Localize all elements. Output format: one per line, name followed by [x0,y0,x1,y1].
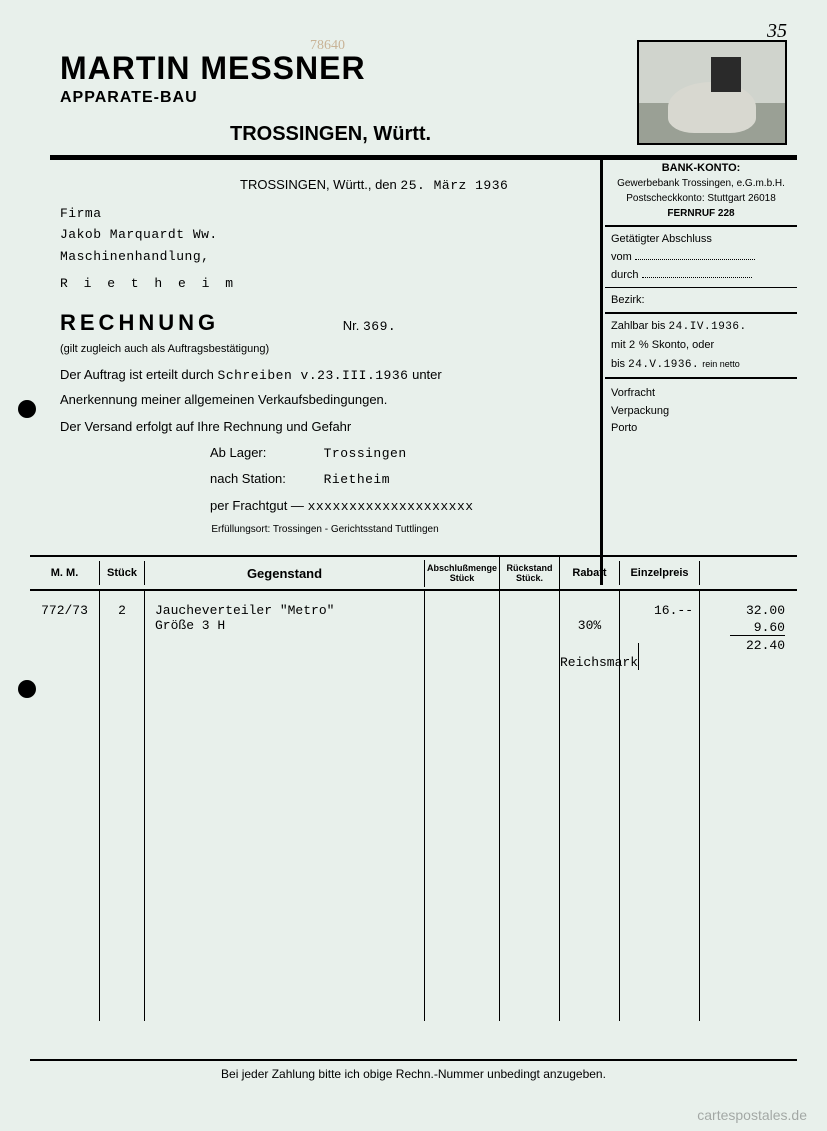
lager-label: Ab Lager: [210,443,320,463]
cell-qty: 2 [100,591,145,1021]
item-desc1: Jaucheverteiler "Metro" [155,603,424,618]
bottom-divider [30,1059,797,1061]
line-total: 32.00 [700,603,785,618]
per-struck: xxxxxxxxxxxxxxxxxxxx [308,499,474,514]
punch-hole-icon [18,680,36,698]
vertical-divider [600,155,603,585]
document-title: RECHNUNG [60,306,219,339]
cell-totals: 32.00 9.60 22.40 [700,591,797,1021]
currency-label: Reichsmark [560,643,639,670]
verpackung-label: Verpackung [611,403,797,421]
nr-label: Nr. [343,318,360,333]
abschluss-bezirk: Bezirk: [611,294,645,306]
porto-label: Porto [611,420,797,438]
letterhead: MARTIN MESSNER APPARATE-BAU TROSSINGEN, … [0,0,827,146]
order-suffix: unter [412,367,442,382]
abschluss-header: Getätigter Abschluss [611,233,797,245]
col-gegenstand: Gegenstand [145,560,425,587]
order-value: Schreiben v.23.III.1936 [218,368,409,383]
recipient-city: R i e t h e i m [60,274,590,294]
col-abschluss: Abschlußmenge Stück [425,557,500,589]
court-line: Erfüllungsort: Trossingen - Gerichtsstan… [60,522,590,537]
vorfracht-label: Vorfracht [611,385,797,403]
bank-line2: Postscheckkonto: Stuttgart 26018 [605,193,797,204]
col-mm: M. M. [30,561,100,585]
recipient-type: Maschinenhandlung, [60,247,590,267]
punch-hole-icon [18,400,36,418]
per-label: per Frachtgut — [210,498,304,513]
item-desc2: Größe 3 H [155,618,424,633]
letterhead-photo [637,40,787,145]
date-location: TROSSINGEN, Württ., den [240,177,397,192]
nr-value: 369. [363,319,396,334]
watermark: cartespostales.de [697,1107,807,1123]
unit-price: 16.-- [620,603,693,618]
skonto-suffix: % Skonto, oder [639,339,714,351]
cell-description: Jaucheverteiler "Metro" Größe 3 H [145,591,425,1021]
terms-line: Anerkennung meiner allgemeinen Verkaufsb… [60,390,590,410]
recipient-name: Jakob Marquardt Ww. [60,225,590,245]
col-einzelpreis: Einzelpreis [620,561,700,585]
recipient-block: Firma Jakob Marquardt Ww. Maschinenhandl… [60,204,590,294]
date-value: 25. März 1936 [400,178,508,193]
discount-amount: 9.60 [730,620,785,636]
rabatt-pct: 30% [560,618,619,633]
col-ruckstand: Rückstand Stück. [500,557,560,589]
footer-text: Bei jeder Zahlung bitte ich obige Rechn.… [0,1067,827,1081]
firma-label: Firma [60,204,590,224]
main-content: TROSSINGEN, Württ., den 25. März 1936 Fi… [60,175,590,537]
invoice-table: M. M. Stück Gegenstand Abschlußmenge Stü… [30,555,797,1021]
col-stuck: Stück [100,561,145,585]
shipping-notice: Der Versand erfolgt auf Ihre Rechnung un… [60,417,590,437]
final-amount: 22.40 [700,638,785,653]
col-total [700,567,797,579]
mit-label: mit [611,339,626,351]
lager-value: Trossingen [324,446,407,461]
abschluss-vom: vom [611,251,632,263]
abschluss-durch: durch [611,269,639,281]
zahlbar-value: 24.IV.1936. [668,321,746,333]
station-value: Rietheim [324,472,390,487]
col-rabatt: Rabatt [560,561,620,585]
zahlbar-label: Zahlbar bis [611,320,665,332]
cell-abschluss [425,591,500,1021]
doc-subtitle: (gilt zugleich auch als Auftragsbestätig… [60,341,590,358]
cell-ruckstand [500,591,560,1021]
order-prefix: Der Auftrag ist erteilt durch [60,367,214,382]
bis-label: bis [611,358,625,370]
bank-line1: Gewerbebank Trossingen, e.G.m.b.H. [605,178,797,189]
bank-line3: FERNRUF 228 [605,208,797,219]
right-panel: BANK-KONTO: Gewerbebank Trossingen, e.G.… [605,160,797,438]
skonto-pct: 2 [629,340,636,352]
station-label: nach Station: [210,469,320,489]
bis-value: 24.V.1936. [628,359,699,371]
bank-header: BANK-KONTO: [605,162,797,174]
cell-mm: 772/73 [30,591,100,1021]
netto-label: rein netto [702,359,740,369]
